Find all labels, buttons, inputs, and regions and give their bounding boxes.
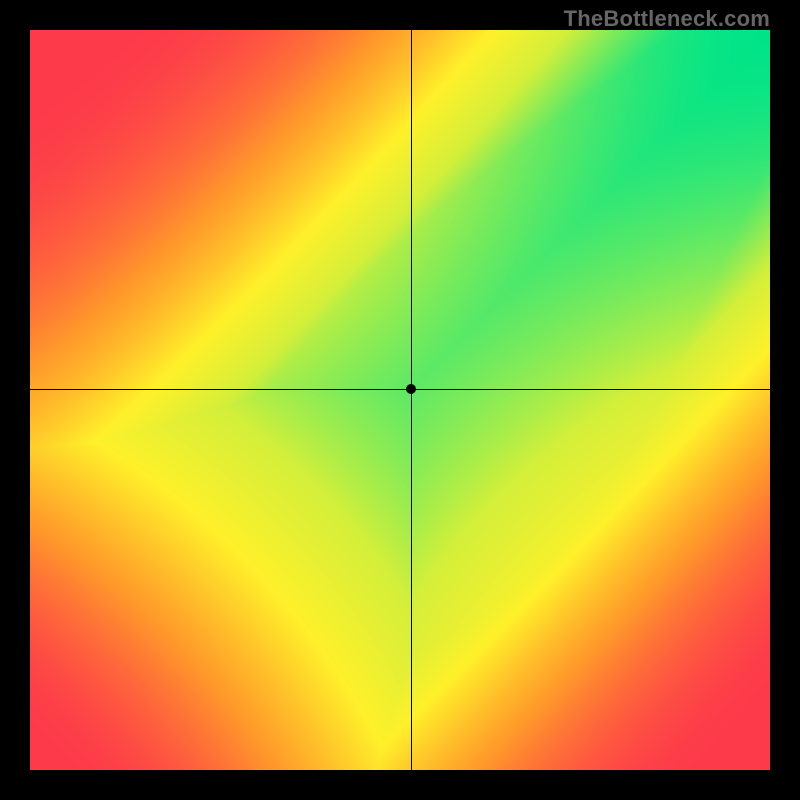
crosshair-vertical xyxy=(411,30,412,770)
crosshair-horizontal xyxy=(30,389,770,390)
watermark-text: TheBottleneck.com xyxy=(564,6,770,32)
heatmap-canvas xyxy=(30,30,770,770)
heatmap-panel xyxy=(30,30,770,770)
chart-container: TheBottleneck.com xyxy=(0,0,800,800)
marker-dot xyxy=(406,384,416,394)
